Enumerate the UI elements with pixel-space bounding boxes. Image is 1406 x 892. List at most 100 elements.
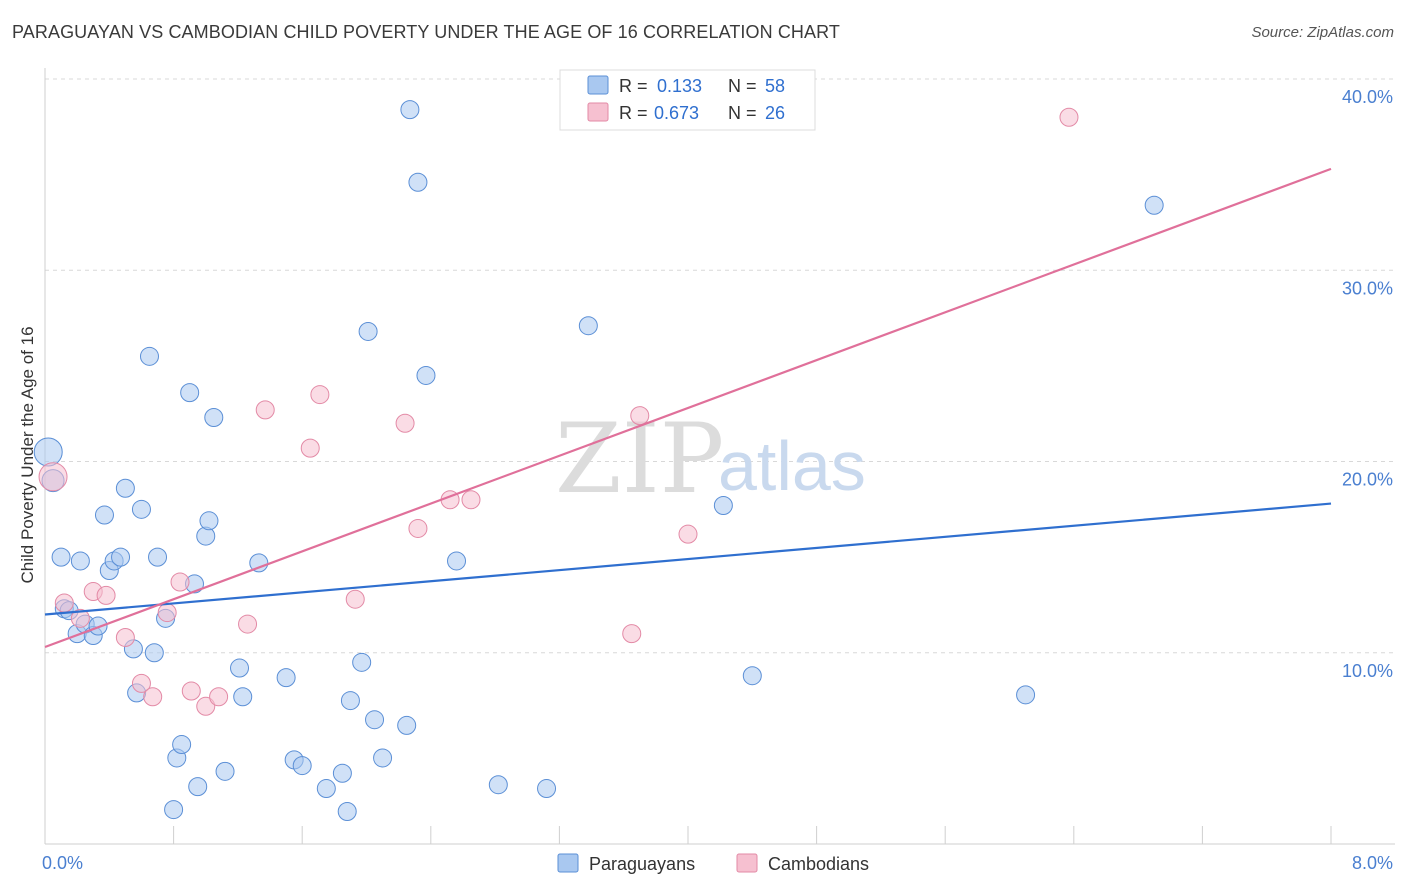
point-paraguayans [199, 511, 219, 531]
point-paraguayans [358, 321, 378, 341]
legend: R = 0.133 N = 58 R = 0.673 N = 26 [559, 69, 816, 131]
point-cambodians [170, 572, 190, 592]
point-paraguayans [292, 756, 312, 776]
legend-swatch-cambodians [587, 102, 609, 122]
y-tick-label: 20.0% [1342, 470, 1393, 490]
point-cambodians [238, 614, 258, 634]
point-cambodians [181, 681, 201, 701]
point-cambodians [622, 624, 642, 644]
legend-r-label-0: R = [619, 76, 648, 96]
point-paraguayans [164, 800, 184, 820]
trend-line-cambodians [44, 167, 1332, 649]
point-paraguayans [340, 691, 360, 711]
y-tick-label: 30.0% [1342, 278, 1393, 298]
point-cambodians [461, 490, 481, 510]
legend-n-value-0: 58 [765, 76, 785, 96]
point-paraguayans [88, 616, 108, 636]
point-paraguayans [365, 710, 385, 730]
watermark-atlas: atlas [718, 427, 866, 505]
point-paraguayans [400, 100, 420, 120]
legend-n-label-0: N = [728, 76, 757, 96]
point-paraguayans [139, 346, 159, 366]
point-cambodians [196, 696, 216, 716]
point-cambodians [143, 687, 163, 707]
point-paraguayans [70, 551, 90, 571]
y-axis-title: Child Poverty Under the Age of 16 [18, 326, 37, 583]
point-cambodians [630, 406, 650, 426]
point-cambodians [345, 589, 365, 609]
x-tick-label: 8.0% [1352, 853, 1393, 873]
point-paraguayans [188, 777, 208, 797]
point-paraguayans [742, 666, 762, 686]
grid-lines [45, 78, 1395, 654]
point-cambodians [678, 524, 698, 544]
point-cambodians [131, 673, 151, 693]
y-tick-label: 10.0% [1342, 661, 1393, 681]
point-paraguayans [115, 478, 135, 498]
bottom-legend-swatch-paraguayans [557, 853, 579, 873]
point-paraguayans [215, 761, 235, 781]
point-paraguayans [713, 495, 733, 515]
point-paraguayans [352, 652, 372, 672]
point-paraguayans [148, 547, 168, 567]
watermark: ZIP atlas [555, 403, 866, 515]
point-paraguayans [537, 779, 557, 799]
bottom-legend-label-cambodians: Cambodians [768, 854, 869, 874]
point-paraguayans [578, 316, 598, 336]
legend-r-label-1: R = [619, 103, 648, 123]
tick-labels: 10.0% 20.0% 30.0% 40.0% 0.0% 8.0% [42, 87, 1393, 873]
bottom-legend-label-paraguayans: Paraguayans [589, 854, 695, 874]
point-cambodians [54, 593, 74, 613]
point-cambodians [1059, 107, 1079, 127]
legend-n-value-1: 26 [765, 103, 785, 123]
point-paraguayans [51, 547, 71, 567]
point-cambodians [209, 687, 229, 707]
point-cambodians [395, 413, 415, 433]
point-cambodians [115, 627, 135, 647]
point-paraguayans [316, 779, 336, 799]
bottom-legend: Paraguayans Cambodians [557, 853, 869, 874]
point-paraguayans [373, 748, 393, 768]
trend-line-paraguayans [44, 502, 1332, 616]
point-paraguayans [144, 643, 164, 663]
point-paraguayans [233, 687, 253, 707]
legend-r-value-1: 0.673 [654, 103, 699, 123]
point-cambodians [38, 462, 68, 492]
point-paraguayans [204, 408, 224, 428]
point-paraguayans [488, 775, 508, 795]
point-paraguayans [230, 658, 250, 678]
legend-r-value-0: 0.133 [657, 76, 702, 96]
bottom-legend-swatch-cambodians [736, 853, 758, 873]
legend-swatch-paraguayans [587, 75, 609, 95]
data-points [33, 100, 1164, 821]
point-paraguayans [172, 735, 192, 755]
point-paraguayans [249, 553, 269, 573]
chart-title: PARAGUAYAN VS CAMBODIAN CHILD POVERTY UN… [12, 22, 841, 42]
trend-lines [44, 167, 1332, 649]
point-cambodians [70, 608, 90, 628]
point-cambodians [300, 438, 320, 458]
point-paraguayans [276, 668, 296, 688]
point-paraguayans [1016, 685, 1036, 705]
y-tick-label: 40.0% [1342, 87, 1393, 107]
point-cambodians [157, 603, 177, 623]
legend-n-label-1: N = [728, 103, 757, 123]
point-cambodians [310, 385, 330, 405]
point-paraguayans [180, 383, 200, 403]
point-paraguayans [397, 715, 417, 735]
point-paraguayans [131, 499, 151, 519]
point-paraguayans [337, 801, 357, 821]
point-paraguayans [332, 763, 352, 783]
point-paraguayans [196, 526, 216, 546]
chart-source: Source: ZipAtlas.com [1251, 24, 1394, 41]
point-cambodians [96, 585, 116, 605]
point-paraguayans [408, 172, 428, 192]
point-cambodians [408, 518, 428, 538]
point-paraguayans [416, 365, 436, 385]
point-cambodians [255, 400, 275, 420]
point-paraguayans [111, 547, 131, 567]
point-paraguayans [94, 505, 114, 525]
point-paraguayans [447, 551, 467, 571]
point-paraguayans [1144, 195, 1164, 215]
